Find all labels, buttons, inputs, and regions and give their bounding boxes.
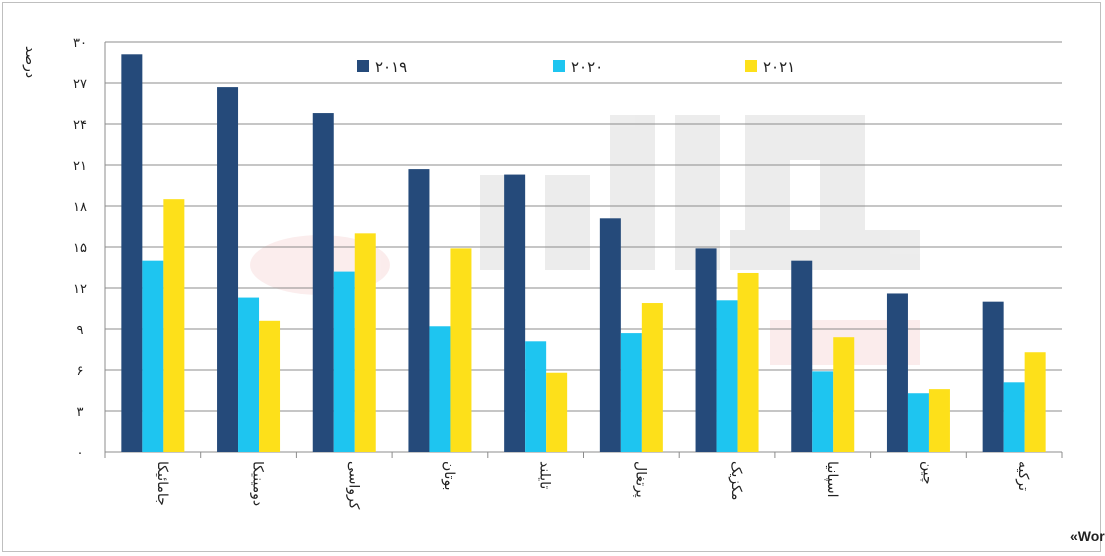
y-tick-label: ۱۲ — [73, 282, 87, 297]
legend-label-0: ۲۰۱۹ — [375, 58, 407, 76]
bar-1-9 — [1003, 382, 1025, 452]
x-category-label: ترکیه — [1015, 461, 1031, 491]
y-tick-label: ۱۸ — [73, 200, 87, 215]
bar-1-0 — [142, 260, 164, 452]
bar-0-3 — [408, 169, 430, 452]
legend: ۲۰۱۹ ۲۰۲۰ ۲۰۲۱ — [357, 58, 795, 76]
y-tick-label: ۹ — [77, 323, 84, 338]
bar-1-1 — [238, 297, 260, 452]
x-category-label: چین — [919, 461, 935, 485]
x-category-label: مکزیک — [728, 461, 744, 500]
bar-1-4 — [525, 341, 547, 452]
bar-2-7 — [833, 337, 855, 452]
bar-2-1 — [259, 320, 281, 452]
bar-0-0 — [121, 54, 143, 453]
bar-2-0 — [163, 199, 185, 452]
x-category-label: بوتان — [441, 461, 457, 491]
legend-swatch-0 — [357, 60, 369, 72]
source-note: منبع: «World Travel & Tourism Council» — [1070, 528, 1105, 545]
bar-2-2 — [354, 233, 376, 452]
y-tick-label: ۲۱ — [73, 159, 87, 174]
x-category-label: پرتغال — [632, 461, 648, 498]
legend-swatch-2 — [745, 60, 757, 72]
legend-swatch-1 — [553, 60, 565, 72]
bar-0-2 — [312, 113, 334, 453]
bar-1-5 — [620, 333, 642, 452]
x-category-label: دومینیکا — [250, 461, 266, 506]
bar-0-5 — [599, 218, 621, 452]
bar-2-3 — [450, 248, 472, 452]
y-axis-ticks: ۰ ۳ ۶ ۹ ۱۲ ۱۵ ۱۸ ۲۱ ۲۴ ۲۷ ۳۰ — [73, 36, 87, 461]
bar-0-7 — [791, 260, 813, 452]
legend-label-2: ۲۰۲۱ — [763, 58, 795, 76]
x-category-label: تایلند — [537, 461, 553, 489]
legend-label-1: ۲۰۲۰ — [571, 58, 603, 76]
bar-2-4 — [546, 372, 568, 452]
bar-2-5 — [641, 303, 663, 452]
bar-0-6 — [695, 248, 717, 452]
bar-0-4 — [504, 174, 526, 453]
y-tick-label: ۲۴ — [73, 118, 87, 133]
bar-0-9 — [982, 301, 1004, 452]
bar-0-8 — [886, 293, 908, 452]
bar-2-8 — [928, 389, 950, 452]
bar-1-7 — [812, 371, 834, 452]
x-category-label: جامائیکا — [154, 461, 170, 506]
bar-1-6 — [716, 300, 738, 452]
y-tick-label: ۰ — [77, 446, 84, 461]
y-tick-label: ۳ — [77, 405, 84, 420]
y-tick-label: ۳۰ — [73, 36, 87, 51]
bar-0-1 — [217, 87, 239, 452]
x-axis-categories: جامائیکا دومینیکا کرواسی بوتان تایلند پرتغال م… — [154, 461, 1031, 510]
y-tick-label: ۱۵ — [73, 241, 87, 256]
bar-2-6 — [737, 272, 759, 452]
y-tick-label: ۲۷ — [73, 77, 87, 92]
y-axis-label: درصد — [22, 46, 38, 78]
bar-1-8 — [907, 393, 929, 452]
x-category-label: اسپانیا — [824, 461, 840, 498]
bar-1-2 — [333, 271, 355, 452]
bar-2-9 — [1024, 352, 1046, 452]
x-category-label: کرواسی — [345, 461, 361, 510]
bars — [121, 54, 1046, 453]
y-tick-label: ۶ — [77, 364, 84, 379]
bar-1-3 — [429, 326, 451, 452]
